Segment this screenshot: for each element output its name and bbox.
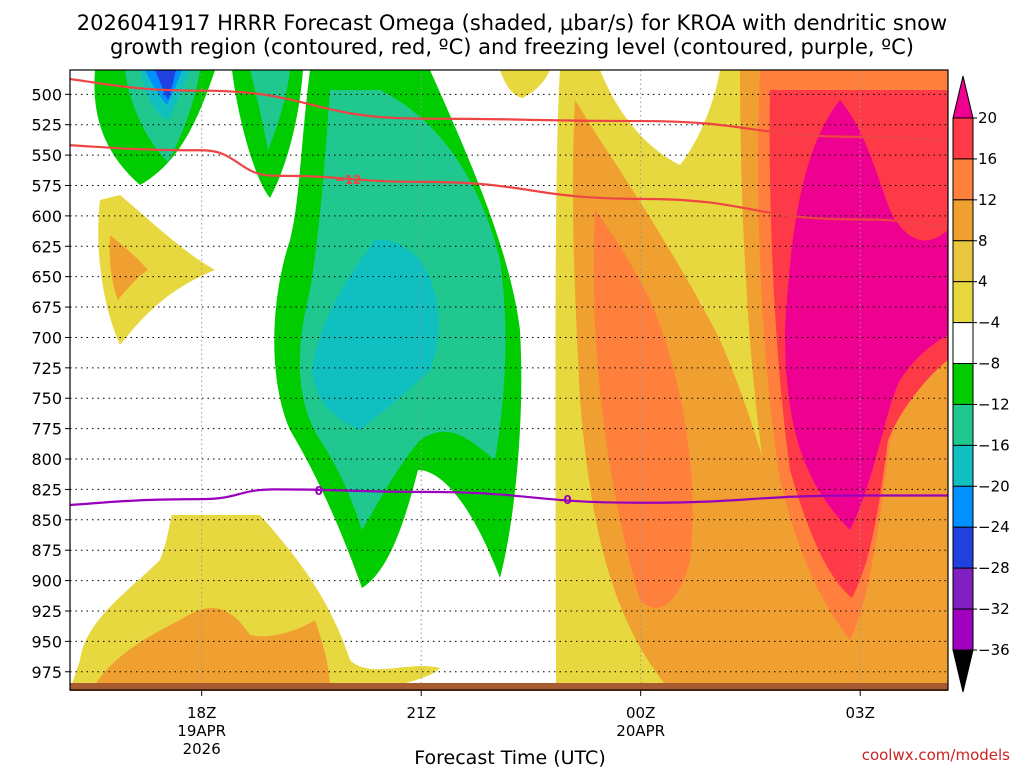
y-tick-label: 725: [31, 359, 62, 378]
contour-label: −12: [335, 173, 362, 187]
colorbar-swatch: [952, 526, 974, 569]
colorbar-label: −8: [978, 355, 1000, 373]
colorbar-swatch: [952, 363, 974, 405]
x-tick-date: 19APR: [177, 722, 226, 740]
x-tick-date: 20APR: [616, 722, 665, 740]
omega-region-orange-westmid: [109, 235, 148, 300]
colorbar-label: −36: [978, 641, 1010, 659]
colorbar-swatch: [952, 322, 974, 365]
y-tick-label: 675: [31, 298, 62, 317]
y-tick-label: 850: [31, 511, 62, 530]
y-tick-label: 975: [31, 663, 62, 682]
colorbar-label: −28: [978, 559, 1010, 577]
colorbar-label: −24: [978, 518, 1010, 536]
y-tick-label: 900: [31, 572, 62, 591]
omega-region-orange-lowwest: [95, 608, 330, 690]
omega-region-white-top: [600, 70, 720, 165]
contour-lines: −12 0 0: [70, 77, 948, 507]
colorbar-label: −20: [978, 477, 1010, 495]
y-tick-label: 650: [31, 268, 62, 287]
ground-strip: [70, 683, 948, 691]
x-tick-label: 03Z: [846, 704, 875, 722]
y-tick-label: 950: [31, 632, 62, 651]
colorbar-label: 20: [978, 109, 997, 127]
colorbar-swatch: [952, 485, 974, 528]
x-axis: 18Z19APR202621Z00Z20APR03Z06Z09Z: [177, 690, 875, 758]
y-tick-label: 700: [31, 328, 62, 347]
contour-line: [70, 77, 948, 143]
colorbar-swatch: [952, 240, 974, 283]
omega-region-yellow-top: [500, 70, 550, 98]
y-tick-label: 925: [31, 602, 62, 621]
contour-label: 0: [563, 493, 571, 507]
colorbar-label: −4: [978, 314, 1000, 332]
contour-label: 0: [315, 484, 323, 498]
x-tick-label: 18Z: [187, 704, 216, 722]
x-axis-label: Forecast Time (UTC): [414, 747, 605, 768]
colorbar-bottom-arrow: [952, 649, 974, 693]
x-tick-label: 21Z: [407, 704, 436, 722]
omega-shading: [70, 70, 948, 690]
omega-region-orange-core: [593, 210, 693, 608]
colorbar: 20 16 12 8 4 −4 −8 −12 −16 −20 −24 −28 −32 −36: [952, 75, 1010, 693]
omega-region-teal-west2: [250, 70, 290, 150]
x-tick-label: 00Z: [626, 704, 655, 722]
colorbar-label: 16: [978, 150, 997, 168]
y-tick-label: 500: [31, 85, 62, 104]
y-tick-label: 775: [31, 420, 62, 439]
colorbar-label: 4: [978, 273, 988, 291]
y-tick-label: 800: [31, 450, 62, 469]
contour-line: [70, 488, 948, 507]
colorbar-label: −12: [978, 395, 1010, 413]
colorbar-label: −32: [978, 600, 1010, 618]
y-axis: 500 525 550 575 600 625 650 675 700 725 750 775 800 8…: [31, 85, 70, 682]
colorbar-swatch: [952, 608, 974, 651]
contour-line: [70, 144, 948, 229]
omega-region-yellow-westmid: [98, 195, 215, 345]
omega-region-cyan-main: [312, 239, 439, 430]
chart-title-line2: growth region (contoured, red, ºC) and f…: [110, 35, 914, 59]
colorbar-top-arrow: [952, 75, 974, 119]
y-tick-label: 525: [31, 116, 62, 135]
colorbar-label: −16: [978, 436, 1010, 454]
plot-frame: [69, 69, 949, 691]
chart-title-line1: 2026041917 HRRR Forecast Omega (shaded, …: [77, 11, 947, 35]
colorbar-swatch: [952, 567, 974, 610]
colorbar-swatch: [952, 444, 974, 487]
colorbar-swatch: [952, 199, 974, 242]
colorbar-swatch: [952, 281, 974, 324]
y-tick-label: 550: [31, 146, 62, 165]
y-tick-label: 625: [31, 237, 62, 256]
omega-region-magenta-east: [785, 100, 948, 530]
y-tick-label: 825: [31, 480, 62, 499]
colorbar-label: 12: [978, 191, 997, 209]
y-tick-label: 750: [31, 389, 62, 408]
credit-text: coolwx.com/models: [862, 746, 1010, 764]
grid-lines: [70, 70, 948, 690]
colorbar-label: 8: [978, 232, 988, 250]
colorbar-swatch: [952, 403, 974, 446]
y-tick-label: 600: [31, 207, 62, 226]
colorbar-swatch: [952, 117, 974, 160]
omega-region-purple-west: [155, 70, 176, 100]
y-tick-label: 875: [31, 541, 62, 560]
y-tick-label: 575: [31, 176, 62, 195]
colorbar-swatch: [952, 158, 974, 201]
x-tick-year: 2026: [183, 740, 221, 758]
